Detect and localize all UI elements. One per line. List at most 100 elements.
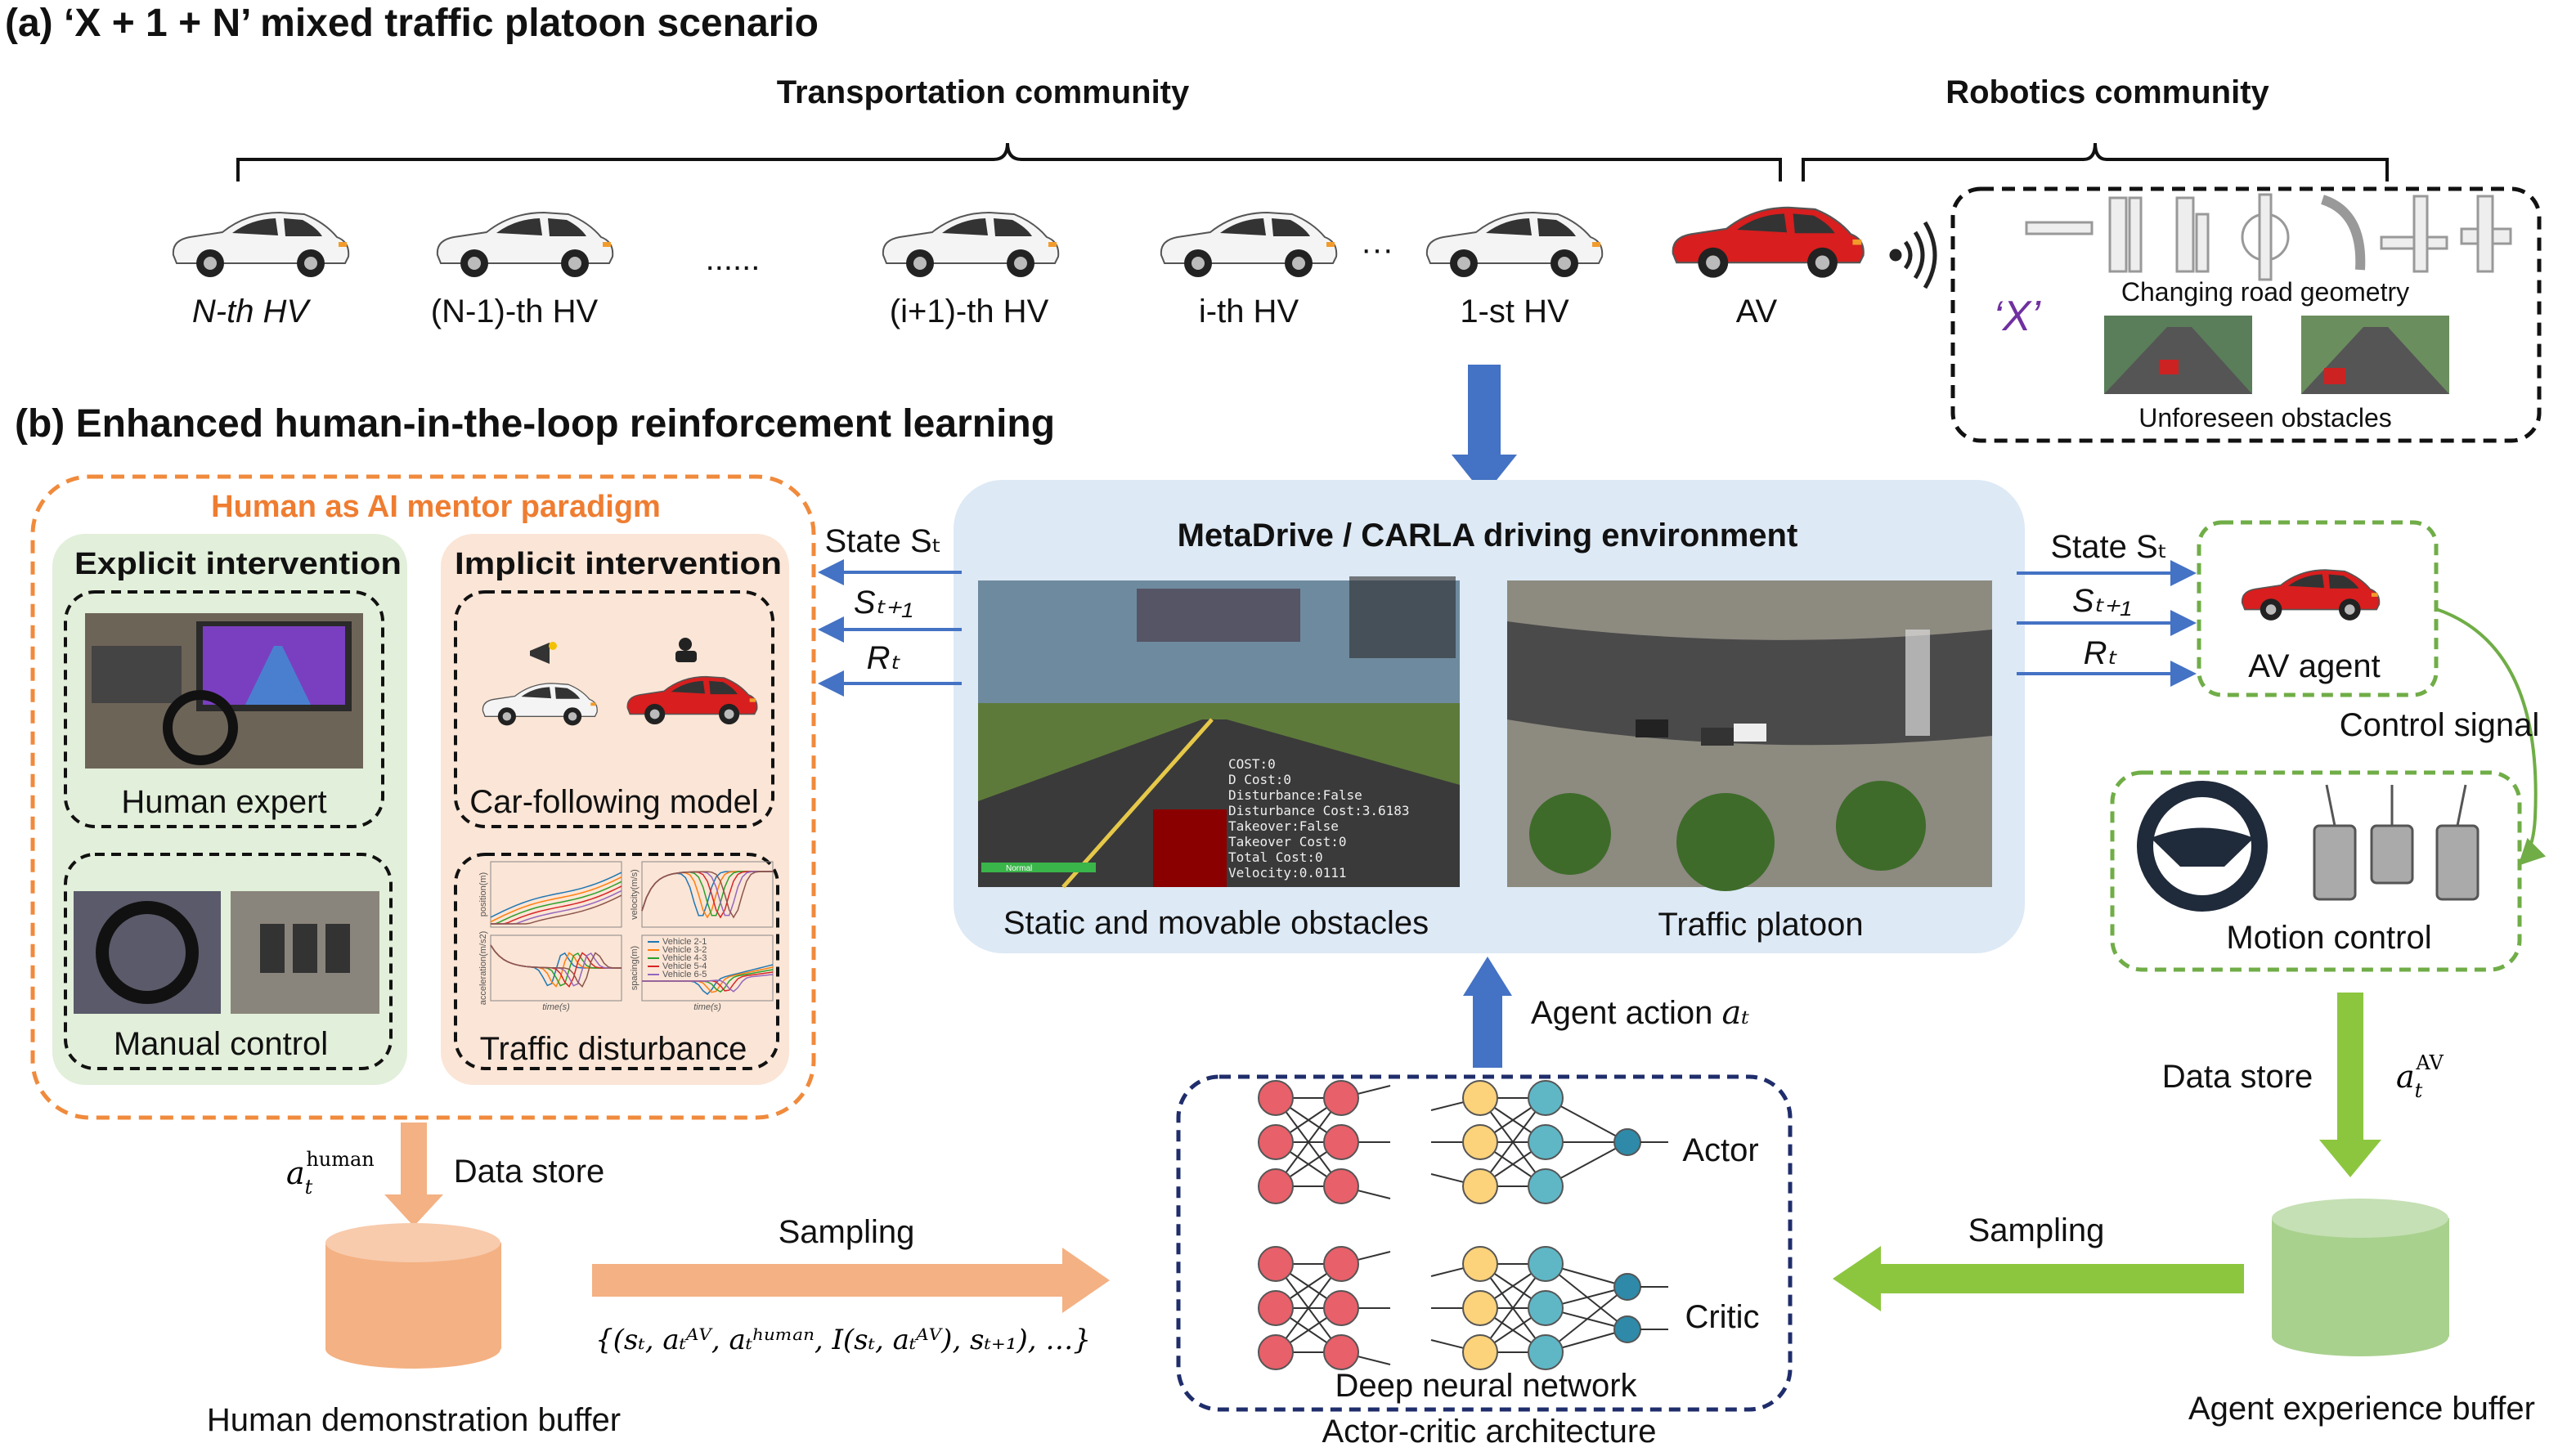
nn-edge bbox=[1479, 1097, 1546, 1187]
implicit-title: Implicit intervention bbox=[455, 547, 782, 581]
right-arrow-orange bbox=[592, 1264, 1062, 1297]
nn-node bbox=[1528, 1080, 1564, 1116]
robotics-community-label: Robotics community bbox=[1945, 74, 2269, 110]
road-geometry-icons bbox=[2025, 193, 2512, 281]
horn-icon bbox=[530, 642, 557, 664]
neural-networks bbox=[1258, 1080, 1668, 1370]
nn-node bbox=[1258, 1124, 1294, 1160]
obstacle-image-2 bbox=[2301, 316, 2449, 394]
human-buffer-cylinder bbox=[325, 1223, 501, 1369]
nn-node bbox=[1258, 1246, 1294, 1282]
av-agent-car-icon bbox=[2241, 569, 2381, 621]
plot-series-line bbox=[642, 974, 774, 993]
hud-line: Total Cost:0 bbox=[1228, 849, 1323, 865]
traffic-disturbance-plots: position(m) velocity(m/s) acceleration(m/s… bbox=[478, 861, 774, 1012]
hud-line: Disturbance:False bbox=[1228, 787, 1362, 803]
a-av-symbol: at AV bbox=[2396, 1051, 2444, 1102]
transportation-bracket bbox=[236, 142, 1782, 182]
nn-node bbox=[1462, 1246, 1498, 1282]
robotics-bracket bbox=[1802, 142, 2389, 182]
ellipsis: ··· bbox=[1361, 231, 1393, 267]
manual-control-photos bbox=[74, 891, 379, 1014]
road-geometry-label: Changing road geometry bbox=[2121, 277, 2409, 307]
car-following-label: Car-following model bbox=[469, 784, 758, 820]
metadrive-screenshot: Normal COST:0D Cost:0Disturbance:FalseDi… bbox=[978, 576, 1460, 889]
plot-ylabel: spacing(m) bbox=[630, 946, 640, 990]
sampling-left-label: Sampling bbox=[779, 1214, 915, 1250]
wireless-signal-icon bbox=[1889, 221, 1937, 289]
hv-car-icon bbox=[172, 212, 350, 278]
plot-series-line bbox=[641, 871, 773, 919]
mentor-paradigm-title: Human as AI mentor paradigm bbox=[211, 490, 661, 524]
nn-node bbox=[1323, 1080, 1359, 1116]
nn-node bbox=[1462, 1334, 1498, 1370]
environment-title: MetaDrive / CARLA driving environment bbox=[1178, 518, 1798, 553]
nn-node bbox=[1528, 1334, 1564, 1370]
driver-icon bbox=[675, 638, 697, 662]
plot-frame bbox=[641, 861, 774, 928]
agent-action-text: Agent action bbox=[1531, 995, 1712, 1031]
control-signal-arrow bbox=[2435, 607, 2547, 866]
obstacles-label: Unforeseen obstacles bbox=[2138, 403, 2392, 432]
vehicle-label: (i+1)-th HV bbox=[890, 294, 1049, 329]
down-arrow-orange bbox=[401, 1123, 427, 1194]
legend-entry: Vehicle 2-1 bbox=[662, 937, 707, 947]
actor-label: Actor bbox=[1682, 1132, 1758, 1168]
explicit-title: Explicit intervention bbox=[74, 547, 402, 581]
plot-ylabel: position(m) bbox=[478, 872, 488, 916]
nn-node bbox=[1258, 1080, 1294, 1116]
hv-car-icon bbox=[436, 212, 614, 278]
steering-wheel-icon bbox=[2137, 781, 2268, 912]
env-right-caption: Traffic platoon bbox=[1658, 907, 1863, 943]
nn-node bbox=[1462, 1168, 1498, 1204]
av-agent-label: AV agent bbox=[2248, 648, 2381, 684]
plot-ylabel: velocity(m/s) bbox=[630, 869, 640, 920]
plot-series-line bbox=[491, 894, 622, 925]
traffic-disturbance-label: Traffic disturbance bbox=[480, 1031, 747, 1067]
hud-status: Normal bbox=[1006, 864, 1032, 873]
vehicle-row: N-th HV (N-1)-th HV ...... (i+1)-th HV i… bbox=[172, 206, 1937, 329]
vehicle-label: 1-st HV bbox=[1460, 294, 1569, 329]
legend-entry: Vehicle 4-3 bbox=[662, 953, 707, 963]
plot-frame bbox=[490, 861, 622, 928]
env-left-caption: Static and movable obstacles bbox=[1003, 905, 1429, 941]
nn-node bbox=[1613, 1128, 1641, 1156]
nn-node bbox=[1462, 1290, 1498, 1326]
obstacle-image-1 bbox=[2104, 316, 2252, 394]
nn-edge bbox=[1275, 1263, 1342, 1353]
plot-series-line bbox=[490, 876, 622, 923]
car-following-box bbox=[454, 590, 774, 828]
section-a-title: (a) ‘X + 1 + N’ mixed traffic platoon sc… bbox=[5, 2, 819, 45]
pedals-icon bbox=[2313, 784, 2480, 901]
legend-entry: Vehicle 5-4 bbox=[662, 961, 707, 971]
down-arrow-orange-head bbox=[384, 1194, 443, 1226]
manual-control-label: Manual control bbox=[114, 1026, 328, 1062]
hud-line: COST:0 bbox=[1228, 756, 1276, 772]
legend-entry: Vehicle 3-2 bbox=[662, 945, 707, 955]
a-human-sub: t bbox=[305, 1176, 313, 1199]
vehicle-label: N-th HV bbox=[192, 294, 312, 329]
nn-node bbox=[1323, 1124, 1359, 1160]
vehicle-label: i-th HV bbox=[1199, 294, 1299, 329]
human-buffer-label: Human demonstration buffer bbox=[207, 1402, 621, 1438]
actor-critic-label: Actor-critic architecture bbox=[1322, 1414, 1657, 1450]
agent-action-symbol: aₜ bbox=[1722, 994, 1750, 1032]
plot-ylabel: acceleration(m/s2) bbox=[478, 931, 488, 1005]
hud-line: Takeover:False bbox=[1228, 818, 1339, 834]
plot-series-line bbox=[490, 944, 622, 988]
dnn-label: Deep neural network bbox=[1335, 1368, 1637, 1404]
nn-node bbox=[1528, 1168, 1564, 1204]
critic-label: Critic bbox=[1685, 1299, 1759, 1335]
sampling-right-label: Sampling bbox=[1968, 1212, 2105, 1248]
hud-line: Takeover Cost:0 bbox=[1228, 834, 1347, 849]
nn-node bbox=[1462, 1124, 1498, 1160]
nn-node bbox=[1613, 1273, 1641, 1301]
data-store-left-label: Data store bbox=[454, 1154, 605, 1190]
agent-buffer-cylinder bbox=[2272, 1199, 2449, 1356]
left-signal-reward: Rₜ bbox=[867, 640, 901, 676]
ellipsis: ...... bbox=[706, 241, 761, 277]
plot-series-line bbox=[490, 872, 622, 918]
human-expert-photo bbox=[85, 613, 363, 769]
a-av-base: a bbox=[2396, 1059, 2415, 1095]
